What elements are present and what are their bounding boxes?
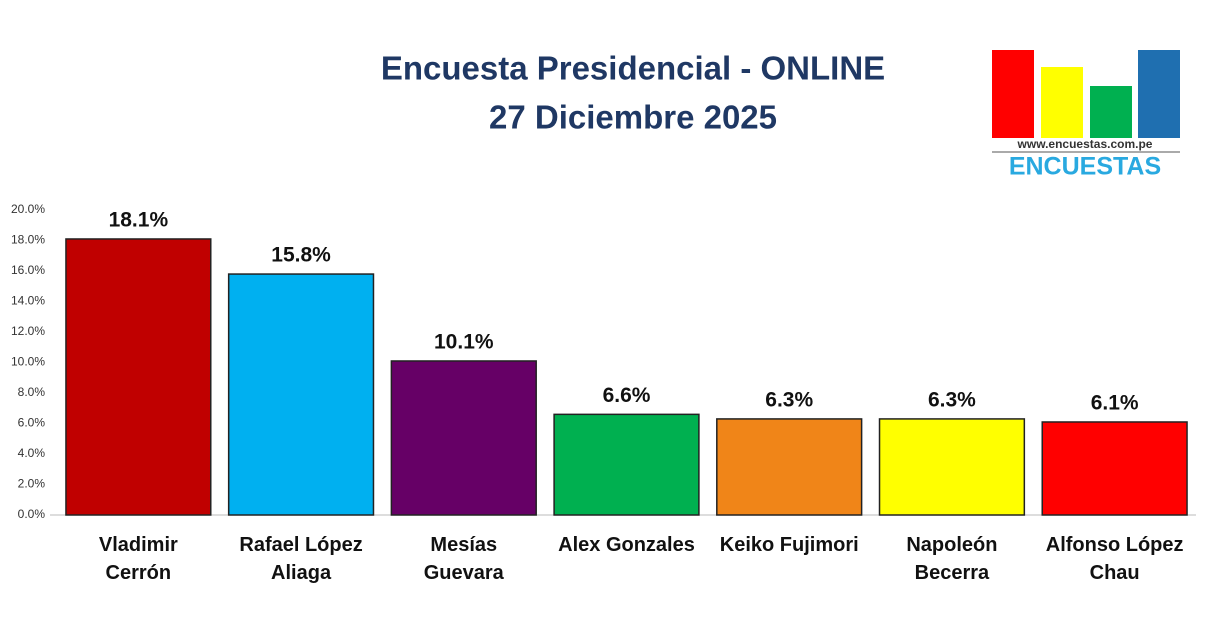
bar: [65, 238, 212, 516]
bar: [716, 418, 863, 516]
logo-url: www.encuestas.com.pe: [1017, 137, 1153, 151]
y-tick-label: 10.0%: [11, 355, 45, 369]
y-tick-label: 8.0%: [18, 385, 46, 399]
y-tick-label: 6.0%: [18, 416, 46, 430]
y-tick-label: 18.0%: [11, 233, 45, 247]
logo-bar: [1041, 67, 1083, 138]
y-tick-label: 14.0%: [11, 294, 45, 308]
data-label: 10.1%: [434, 331, 494, 354]
x-tick-label: Alex Gonzales: [558, 534, 695, 556]
x-tick-label: Rafael López Aliaga: [239, 534, 363, 584]
x-tick-label: Keiko Fujimori: [719, 534, 859, 556]
y-tick-label: 0.0%: [18, 507, 46, 521]
data-label: 6.3%: [928, 388, 976, 411]
y-tick-label: 2.0%: [18, 477, 46, 491]
x-tick-label: Alfonso López Chau: [1045, 534, 1184, 584]
chart-subtitle: 27 Diciembre 2025: [489, 99, 777, 136]
x-tick-label: Napoleón Becerra: [906, 534, 998, 584]
logo: www.encuestas.com.pe ENCUESTAS: [992, 50, 1180, 181]
bar: [553, 413, 700, 516]
chart-title: Encuesta Presidencial - ONLINE: [381, 50, 885, 87]
data-label: 15.8%: [271, 244, 331, 267]
data-label: 6.3%: [765, 388, 813, 411]
x-tick-label: Mesías Guevara: [423, 534, 504, 584]
bar: [390, 360, 537, 516]
logo-bar: [1090, 86, 1132, 138]
bar: [878, 418, 1026, 516]
y-tick-label: 12.0%: [11, 324, 45, 338]
data-label: 18.1%: [109, 209, 169, 232]
logo-name: ENCUESTAS: [1009, 153, 1161, 181]
x-tick-label: Vladimir Cerrón: [98, 534, 178, 584]
bar: [1041, 421, 1188, 516]
data-label: 6.1%: [1091, 392, 1139, 415]
y-tick-label: 16.0%: [11, 263, 45, 277]
y-tick-label: 20.0%: [11, 202, 45, 216]
logo-bar: [1138, 50, 1180, 138]
bar: [227, 273, 375, 516]
data-label: 6.6%: [603, 384, 651, 407]
y-tick-label: 4.0%: [18, 446, 46, 460]
logo-bar: [992, 50, 1034, 138]
